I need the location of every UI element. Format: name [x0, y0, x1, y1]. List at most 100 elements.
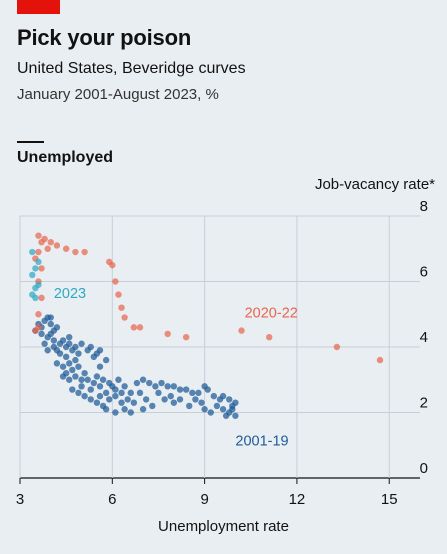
point-2001-19	[47, 314, 54, 321]
point-2001-19	[232, 412, 239, 419]
panel-rule	[17, 141, 44, 143]
point-2001-19	[204, 386, 211, 393]
y-axis-title: Job-vacancy rate*	[314, 176, 435, 193]
point-2001-19	[176, 396, 184, 403]
point-2001-19	[152, 383, 159, 390]
point-2001-19	[53, 324, 61, 331]
point-2020-22	[333, 343, 341, 351]
point-2001-19	[192, 396, 199, 403]
point-2020-22	[47, 239, 54, 246]
point-2020-22	[164, 330, 171, 338]
point-2001-19	[66, 340, 73, 347]
x-tick-label: 9	[200, 491, 208, 508]
point-2001-19	[99, 376, 107, 383]
point-2023	[35, 281, 42, 288]
point-2001-19	[87, 386, 94, 393]
point-2001-19	[72, 356, 79, 364]
point-2001-19	[106, 396, 113, 403]
x-axis-title: Unemployment rate	[158, 518, 289, 535]
series-label-2023: 2023	[54, 286, 86, 302]
point-2001-19	[102, 356, 110, 364]
point-2001-19	[66, 360, 73, 367]
y-tick-label: 2	[420, 395, 428, 412]
y-tick-label: 8	[420, 198, 428, 215]
point-2001-19	[90, 379, 98, 387]
point-2020-22	[115, 291, 122, 298]
point-2001-19	[130, 399, 138, 406]
y-tick-label: 6	[420, 264, 428, 281]
point-2023	[35, 258, 42, 266]
point-2001-19	[78, 376, 85, 383]
point-2001-19	[112, 392, 119, 400]
point-2001-19	[136, 389, 144, 397]
point-2001-19	[66, 333, 73, 341]
point-2001-19	[201, 406, 208, 413]
point-2001-19	[87, 396, 94, 403]
point-2001-19	[81, 370, 88, 377]
point-2020-22	[266, 333, 273, 341]
point-2001-19	[53, 347, 61, 354]
point-2020-22	[376, 356, 384, 364]
series-annotations: 2023 2020-22 2001-19	[54, 286, 298, 449]
point-2001-19	[96, 383, 104, 390]
series-label-2020-22: 2020-22	[245, 306, 298, 322]
point-2020-22	[53, 242, 61, 249]
point-2001-19	[66, 376, 73, 383]
point-2020-22	[238, 327, 245, 334]
point-2001-19	[81, 392, 88, 400]
point-2020-22	[35, 324, 42, 331]
point-2001-19	[146, 379, 153, 387]
point-2001-19	[219, 392, 227, 400]
point-2001-19	[62, 370, 70, 377]
point-2001-19	[93, 373, 101, 380]
point-2020-22	[81, 248, 88, 256]
point-2001-19	[50, 337, 58, 344]
point-2001-19	[124, 396, 131, 403]
point-2001-19	[41, 340, 48, 347]
y-tick-label: 0	[420, 460, 428, 477]
data-points	[29, 232, 384, 419]
point-2001-19	[62, 353, 70, 361]
chart-date-range: January 2001-August 2023, %	[17, 86, 219, 103]
point-2001-19	[133, 379, 141, 387]
point-2001-19	[47, 320, 54, 328]
grid-lines	[19, 215, 420, 484]
point-2001-19	[176, 386, 184, 393]
panel-label: Unemployed	[17, 149, 114, 166]
point-2023	[29, 248, 36, 256]
point-2001-19	[186, 402, 193, 410]
point-2001-19	[75, 350, 82, 357]
point-2023	[29, 271, 36, 279]
y-tick-label: 4	[420, 329, 428, 346]
point-2020-22	[38, 294, 45, 302]
x-tick-label: 12	[289, 491, 306, 508]
point-2001-19	[118, 399, 125, 406]
point-2001-19	[226, 396, 233, 403]
point-2020-22	[112, 278, 119, 285]
point-2001-19	[69, 347, 76, 354]
point-2020-22	[62, 245, 70, 252]
point-2001-19	[167, 392, 174, 400]
point-2020-22	[109, 261, 116, 269]
point-2001-19	[121, 383, 128, 390]
point-2001-19	[75, 363, 82, 370]
point-2020-22	[118, 304, 125, 311]
point-2001-19	[189, 389, 196, 397]
point-2001-19	[182, 386, 190, 393]
point-2020-22	[130, 324, 138, 331]
point-2020-22	[136, 324, 144, 331]
point-2020-22	[35, 311, 42, 318]
point-2001-19	[170, 399, 178, 406]
x-tick-label: 6	[108, 491, 116, 508]
point-2001-19	[112, 386, 119, 393]
point-2020-22	[182, 333, 190, 341]
point-2020-22	[121, 314, 128, 321]
point-2001-19	[102, 389, 110, 397]
chart-title: Pick your poison	[17, 25, 192, 50]
point-2023	[32, 294, 39, 302]
point-2023	[32, 265, 39, 272]
point-2020-22	[35, 232, 42, 239]
point-2020-22	[38, 265, 45, 272]
point-2001-19	[195, 389, 202, 397]
